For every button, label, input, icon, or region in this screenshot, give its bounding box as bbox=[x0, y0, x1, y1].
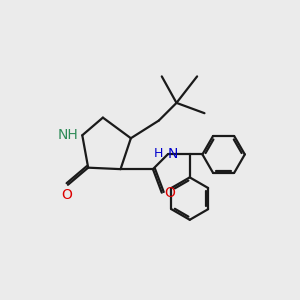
Text: O: O bbox=[164, 186, 175, 200]
Text: N: N bbox=[168, 147, 178, 161]
Text: O: O bbox=[61, 188, 72, 202]
Text: H: H bbox=[154, 147, 163, 160]
Text: NH: NH bbox=[58, 128, 79, 142]
